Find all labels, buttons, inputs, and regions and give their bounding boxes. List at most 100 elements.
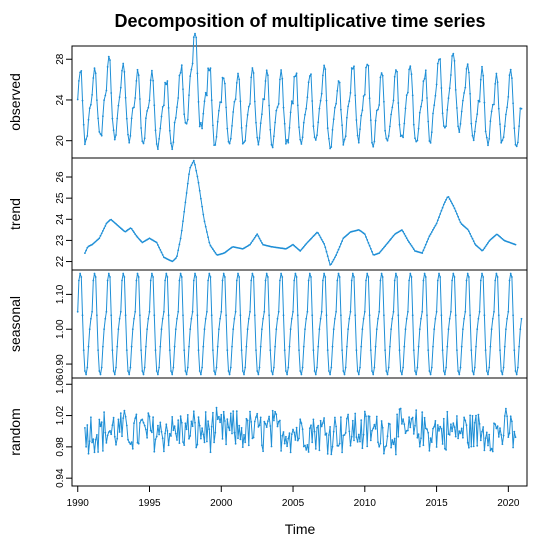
- data-point-seasonal: [473, 366, 476, 369]
- data-point-trend: [155, 241, 158, 244]
- data-point-random: [445, 449, 447, 451]
- data-point-random: [261, 444, 263, 447]
- data-point-seasonal: [86, 366, 89, 369]
- data-point-random: [434, 420, 437, 422]
- y-tick-label-random: 1.06: [55, 374, 66, 394]
- data-point-observed: [119, 86, 122, 89]
- data-point-trend: [439, 213, 442, 215]
- data-point-seasonal: [373, 366, 376, 369]
- data-point-random: [159, 421, 162, 424]
- data-point-seasonal: [157, 373, 159, 376]
- data-point-random: [420, 437, 422, 440]
- data-point-random: [452, 422, 455, 425]
- data-point-trend: [295, 246, 298, 249]
- data-point-observed: [112, 129, 115, 132]
- data-point-trend: [386, 242, 389, 245]
- data-point-seasonal: [512, 314, 514, 317]
- data-point-seasonal: [261, 328, 263, 331]
- data-point-trend: [196, 175, 199, 178]
- data-point-trend: [332, 258, 335, 261]
- data-point-observed: [435, 83, 438, 86]
- data-point-trend: [191, 162, 194, 164]
- data-point-seasonal: [359, 366, 361, 369]
- data-point-seasonal: [442, 370, 445, 372]
- data-point-observed: [426, 97, 428, 99]
- data-point-random: [123, 409, 126, 412]
- data-point-observed: [147, 106, 150, 109]
- data-point-observed: [468, 71, 470, 74]
- data-point-trend: [299, 250, 302, 252]
- data-point-seasonal: [380, 272, 383, 275]
- data-point-random: [319, 419, 322, 422]
- data-point-random: [184, 422, 187, 425]
- data-point-trend: [385, 243, 388, 246]
- data-point-observed: [238, 78, 241, 81]
- data-point-seasonal: [203, 328, 206, 331]
- data-point-observed: [237, 72, 239, 75]
- data-point-observed: [481, 65, 483, 68]
- data-point-trend: [427, 238, 430, 240]
- data-point-seasonal: [362, 317, 365, 320]
- data-point-seasonal: [518, 345, 520, 348]
- data-point-seasonal: [481, 272, 483, 275]
- data-point-seasonal: [147, 317, 150, 320]
- data-point-seasonal: [122, 272, 125, 275]
- data-point-observed: [235, 82, 238, 84]
- data-point-seasonal: [314, 373, 317, 376]
- data-point-trend: [331, 260, 334, 263]
- data-point-seasonal: [209, 276, 212, 278]
- data-point-observed: [149, 79, 152, 82]
- data-point-observed: [270, 143, 273, 146]
- data-point-random: [361, 447, 364, 450]
- data-point-seasonal: [514, 370, 517, 372]
- data-point-seasonal: [241, 370, 244, 372]
- data-point-observed: [499, 123, 501, 126]
- data-point-observed: [372, 145, 375, 148]
- data-point-seasonal: [244, 366, 247, 369]
- data-point-observed: [109, 59, 111, 61]
- data-point-observed: [342, 144, 345, 146]
- data-point-seasonal: [383, 314, 385, 317]
- data-point-observed: [141, 140, 144, 143]
- data-point-trend: [368, 244, 371, 247]
- data-point-trend: [501, 238, 504, 240]
- data-point-seasonal: [192, 279, 195, 282]
- data-point-observed: [140, 127, 143, 129]
- data-point-seasonal: [128, 373, 131, 376]
- data-point-random: [307, 451, 310, 453]
- data-point-seasonal: [478, 310, 481, 313]
- data-point-random: [279, 419, 281, 422]
- data-point-random: [409, 426, 412, 429]
- data-point-random: [157, 424, 159, 427]
- data-point-observed: [317, 121, 320, 124]
- data-point-observed: [450, 74, 452, 76]
- data-point-seasonal: [85, 373, 87, 376]
- data-point-random: [185, 428, 188, 431]
- data-point-observed: [318, 107, 321, 110]
- data-point-seasonal: [123, 276, 126, 278]
- data-point-observed: [81, 99, 84, 102]
- data-point-observed: [218, 109, 220, 112]
- series-points-random: [84, 406, 517, 456]
- data-point-seasonal: [307, 279, 310, 282]
- data-point-seasonal: [368, 314, 371, 317]
- data-point-trend: [411, 246, 414, 249]
- data-point-random: [444, 447, 446, 450]
- data-point-random: [395, 453, 397, 456]
- data-point-observed: [258, 137, 261, 139]
- x-tick-label: 1995: [138, 498, 161, 509]
- data-point-observed: [267, 74, 269, 77]
- data-point-random: [288, 432, 291, 435]
- data-point-trend: [305, 243, 308, 245]
- data-point-observed: [440, 87, 443, 89]
- data-point-observed: [361, 109, 364, 112]
- data-point-seasonal: [462, 328, 464, 331]
- data-point-seasonal: [517, 366, 519, 369]
- data-point-observed: [273, 135, 275, 138]
- data-point-seasonal: [173, 345, 176, 348]
- data-point-seasonal: [458, 373, 461, 376]
- data-point-observed: [265, 69, 268, 72]
- data-point-observed: [451, 55, 453, 57]
- data-point-random: [298, 437, 300, 440]
- data-point-random: [450, 423, 452, 426]
